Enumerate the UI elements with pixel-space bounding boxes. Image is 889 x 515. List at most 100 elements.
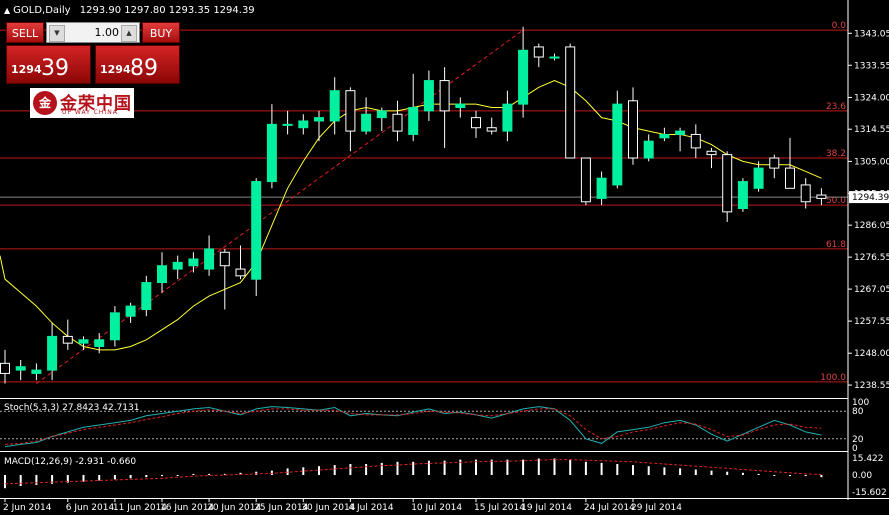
candle[interactable] <box>157 252 167 293</box>
candle[interactable] <box>486 117 497 135</box>
candle[interactable] <box>612 90 623 189</box>
candle[interactable] <box>62 319 73 350</box>
candle[interactable] <box>204 235 215 276</box>
price-tick-label: 1257.55 <box>854 317 889 327</box>
lot-size-value[interactable]: 1.00 <box>94 26 120 39</box>
candle[interactable] <box>675 127 686 152</box>
candle-body <box>502 103 513 132</box>
candle[interactable] <box>94 333 105 354</box>
candle[interactable] <box>706 147 717 169</box>
macd-bar <box>98 475 101 481</box>
chart-header: ▲ GOLD,Daily 1293.90 1297.80 1293.35 1294… <box>4 5 255 16</box>
candle[interactable] <box>565 43 576 159</box>
candle[interactable] <box>659 127 670 142</box>
candle[interactable] <box>188 252 199 273</box>
candle-body <box>141 282 152 310</box>
collapse-triangle-icon[interactable]: ▲ <box>4 6 11 15</box>
macd-bar <box>475 459 477 475</box>
candle-body <box>298 120 309 129</box>
candle[interactable] <box>47 322 58 381</box>
sell-price-button[interactable]: 1294 39 <box>6 45 91 84</box>
stoch-main-line <box>4 406 822 448</box>
lot-decrease-icon[interactable]: ▼ <box>49 25 65 42</box>
sell-button[interactable]: SELL <box>6 22 44 43</box>
candle-body <box>737 181 748 209</box>
candle[interactable] <box>125 302 136 323</box>
candle[interactable] <box>329 77 340 135</box>
candle-body <box>690 133 701 149</box>
stoch-title: Stoch(5,3,3) 27.8423 42.7131 <box>4 403 139 413</box>
macd-bar <box>412 461 415 475</box>
macd-bar <box>223 473 226 475</box>
macd-bar <box>349 464 352 475</box>
candle[interactable] <box>502 90 513 142</box>
candle[interactable] <box>690 124 701 159</box>
candle[interactable] <box>596 171 607 206</box>
candle[interactable] <box>251 178 262 297</box>
lot-increase-icon[interactable]: ▲ <box>121 25 137 42</box>
candle[interactable] <box>172 255 183 280</box>
candle[interactable] <box>361 97 372 135</box>
candle[interactable] <box>392 100 403 142</box>
buy-button[interactable]: BUY <box>142 22 180 43</box>
candle[interactable] <box>455 97 466 118</box>
candle[interactable] <box>753 161 764 192</box>
candle[interactable] <box>0 349 10 384</box>
candle[interactable] <box>282 110 293 135</box>
candle[interactable] <box>15 359 26 381</box>
sell-price-big: 39 <box>41 56 69 81</box>
candle[interactable] <box>219 248 230 310</box>
candle[interactable] <box>643 134 654 162</box>
macd-bar <box>302 467 305 475</box>
candle[interactable] <box>298 114 309 135</box>
macd-bar <box>537 458 540 475</box>
price-tick-label: 1314.55 <box>854 125 889 135</box>
candle[interactable] <box>141 275 152 317</box>
price-tick-label: 1276.55 <box>854 253 889 263</box>
candle[interactable] <box>785 137 795 189</box>
fib-level-label: 23.6 <box>826 102 846 112</box>
candle-body <box>94 339 105 348</box>
candle[interactable] <box>345 87 356 152</box>
macd-bar <box>632 465 634 475</box>
candle[interactable] <box>549 53 560 61</box>
candle[interactable] <box>78 336 89 350</box>
candle[interactable] <box>769 154 780 179</box>
candle[interactable] <box>580 157 591 206</box>
candle[interactable] <box>439 67 450 148</box>
candle-body <box>235 268 246 277</box>
fib-level-label: 38.2 <box>826 149 846 159</box>
candle[interactable] <box>408 73 419 142</box>
candle[interactable] <box>423 70 434 121</box>
candle[interactable] <box>109 306 120 347</box>
candle[interactable] <box>800 178 811 209</box>
macd-bar <box>161 475 163 477</box>
candle[interactable] <box>722 151 733 222</box>
time-tick-label: 25 Jun 2014 <box>254 503 308 513</box>
candle[interactable] <box>533 43 544 68</box>
candle[interactable] <box>235 245 246 280</box>
moving-average-line <box>0 80 822 351</box>
current-price-tag-label: 1294.39 <box>852 193 889 203</box>
stoch-signal-line <box>4 408 822 445</box>
candle[interactable] <box>816 188 827 206</box>
candle[interactable] <box>628 87 638 165</box>
candle-body <box>0 362 10 374</box>
candle-body <box>816 194 827 199</box>
candle[interactable] <box>471 110 481 138</box>
candle[interactable] <box>314 110 324 142</box>
lot-size-input[interactable]: ▼ 1.00 ▲ <box>46 22 140 43</box>
time-tick-label: 30 Jun 2014 <box>301 503 355 513</box>
macd-bar <box>757 473 760 475</box>
candle-body <box>643 140 654 159</box>
candle[interactable] <box>376 107 387 132</box>
macd-tick-label: -15.602 <box>852 488 887 498</box>
buy-price-button[interactable]: 1294 89 <box>95 45 180 84</box>
candle[interactable] <box>266 104 277 189</box>
candle[interactable] <box>31 363 42 381</box>
fib-level-label: 50.0 <box>826 196 846 206</box>
time-tick-label: 11 Jun 2014 <box>113 503 167 513</box>
candle[interactable] <box>518 26 529 118</box>
candle[interactable] <box>737 178 748 212</box>
